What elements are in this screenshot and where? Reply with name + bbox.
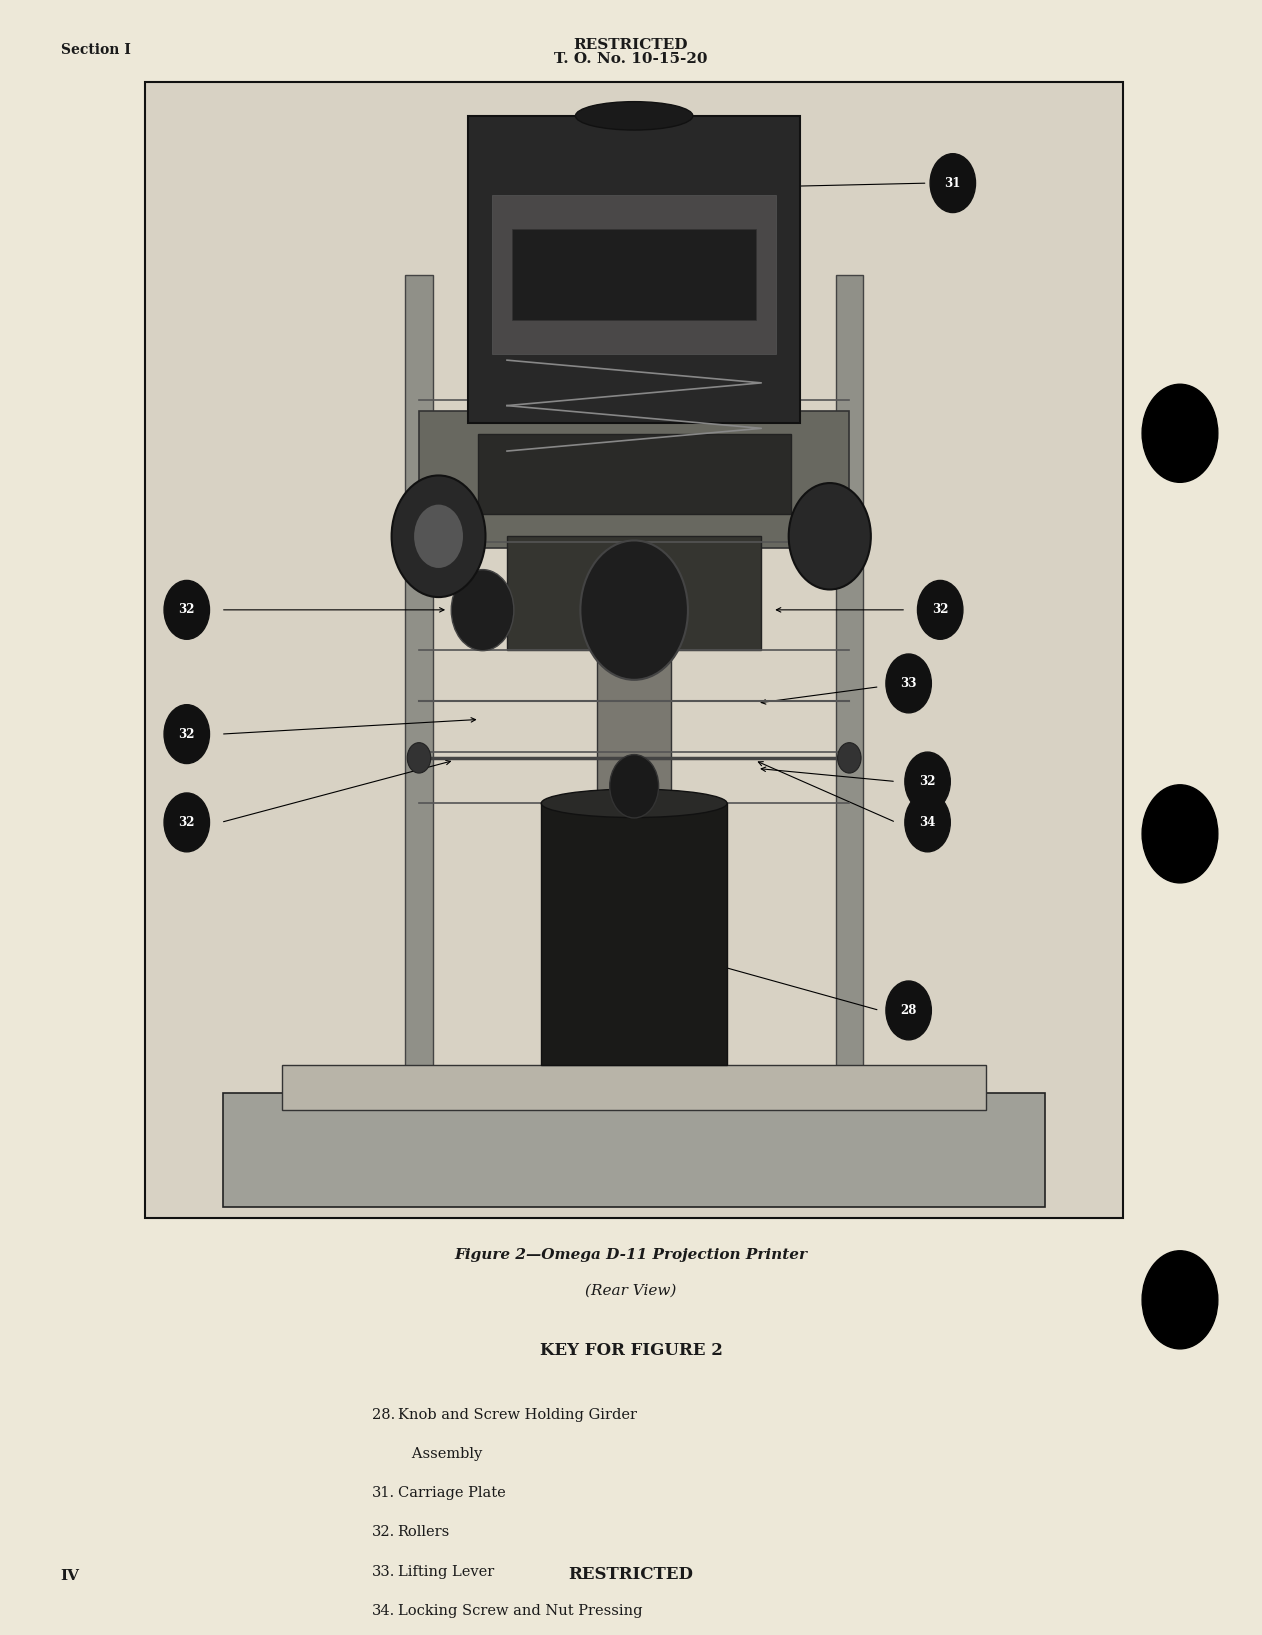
Text: Assembly: Assembly <box>398 1447 482 1462</box>
Text: 33.: 33. <box>372 1565 396 1579</box>
Bar <box>507 536 761 649</box>
Bar <box>223 1094 1045 1207</box>
Circle shape <box>838 742 861 773</box>
Circle shape <box>905 752 950 811</box>
Text: 32: 32 <box>178 816 196 829</box>
Circle shape <box>408 742 430 773</box>
Bar <box>145 82 1123 1218</box>
Text: 32.: 32. <box>372 1525 395 1540</box>
Bar <box>283 1064 987 1110</box>
Circle shape <box>930 154 976 213</box>
Bar <box>492 195 776 355</box>
Text: Locking Screw and Nut Pressing: Locking Screw and Nut Pressing <box>398 1604 642 1619</box>
Circle shape <box>452 569 514 651</box>
Bar <box>835 275 863 1115</box>
Bar <box>597 275 671 1115</box>
Circle shape <box>905 793 950 852</box>
Circle shape <box>581 541 688 680</box>
Text: KEY FOR FIGURE 2: KEY FOR FIGURE 2 <box>540 1342 722 1359</box>
Bar <box>478 433 790 513</box>
Text: 31.: 31. <box>372 1486 395 1501</box>
Text: 31: 31 <box>945 177 960 190</box>
Text: 34: 34 <box>920 816 935 829</box>
Text: (Rear View): (Rear View) <box>586 1283 676 1298</box>
Circle shape <box>886 654 931 713</box>
Circle shape <box>789 482 871 590</box>
Circle shape <box>1142 785 1218 883</box>
Text: T. O. No. 10-15-20: T. O. No. 10-15-20 <box>554 52 708 67</box>
Circle shape <box>1142 384 1218 482</box>
Circle shape <box>164 793 209 852</box>
Bar <box>419 412 849 548</box>
Text: 32: 32 <box>919 775 936 788</box>
Circle shape <box>1142 1251 1218 1349</box>
Text: 34.: 34. <box>372 1604 395 1619</box>
Text: 32: 32 <box>178 603 196 616</box>
Circle shape <box>164 705 209 764</box>
Text: Rollers: Rollers <box>398 1525 449 1540</box>
Circle shape <box>164 580 209 639</box>
Text: Section I: Section I <box>61 43 130 57</box>
Text: Lifting Lever: Lifting Lever <box>398 1565 493 1579</box>
Circle shape <box>917 580 963 639</box>
Text: Carriage Plate: Carriage Plate <box>398 1486 505 1501</box>
Text: Figure 2—Omega D-11 Projection Printer: Figure 2—Omega D-11 Projection Printer <box>454 1248 808 1262</box>
Circle shape <box>391 476 486 597</box>
Text: RESTRICTED: RESTRICTED <box>568 1566 694 1583</box>
Bar <box>468 116 800 423</box>
Circle shape <box>414 505 463 567</box>
Bar <box>512 229 756 320</box>
Circle shape <box>886 981 931 1040</box>
Text: IV: IV <box>61 1568 80 1583</box>
Ellipse shape <box>575 101 693 131</box>
Text: 28.: 28. <box>372 1408 395 1422</box>
Text: 32: 32 <box>178 728 196 741</box>
Text: 33: 33 <box>900 677 917 690</box>
Text: Knob and Screw Holding Girder: Knob and Screw Holding Girder <box>398 1408 636 1422</box>
Circle shape <box>610 755 659 818</box>
Ellipse shape <box>541 790 727 818</box>
Bar <box>541 803 727 1064</box>
Text: 28: 28 <box>901 1004 916 1017</box>
Bar <box>405 275 433 1115</box>
Text: 32: 32 <box>931 603 949 616</box>
Text: RESTRICTED: RESTRICTED <box>574 38 688 52</box>
